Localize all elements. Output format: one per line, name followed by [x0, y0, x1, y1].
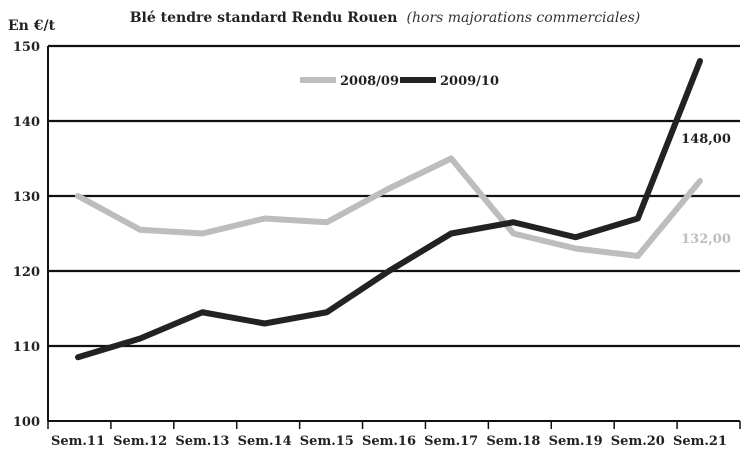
- series-lines: [75, 58, 703, 361]
- gridlines: [47, 44, 741, 429]
- series-line-2008-09: [75, 155, 703, 259]
- x-tick-label: Sem.17: [424, 434, 478, 449]
- x-tick-label: Sem.21: [673, 434, 727, 449]
- legend-label: 2008/09: [340, 74, 399, 89]
- end-value-labels: 132,00 148,00: [681, 132, 731, 247]
- chart-title: Blé tendre standard Rendu Rouen (hors ma…: [130, 7, 641, 26]
- end-value-label: 132,00: [681, 232, 731, 247]
- chart-subtitle: (hors majorations commerciales): [407, 10, 641, 26]
- x-tick-label: Sem.14: [238, 434, 292, 449]
- end-value-label: 148,00: [681, 132, 731, 147]
- x-tick-label: Sem.12: [113, 434, 167, 449]
- y-tick-label: 130: [13, 190, 40, 205]
- series-line-2009-10: [75, 58, 703, 361]
- y-tick-label: 110: [13, 340, 40, 355]
- x-tick-label: Sem.19: [549, 434, 603, 449]
- x-tick-label: Sem.18: [486, 434, 540, 449]
- y-tick-label: 120: [13, 265, 40, 280]
- x-tick-label: Sem.15: [300, 434, 354, 449]
- legend-label: 2009/10: [440, 74, 499, 89]
- y-tick-labels: 100 110 120 130 140 150: [13, 40, 40, 430]
- chart-title-main: Blé tendre standard Rendu Rouen: [130, 10, 398, 26]
- x-tick-label: Sem.13: [175, 434, 229, 449]
- y-tick-label: 150: [13, 40, 40, 55]
- x-tick-label: Sem.20: [611, 434, 665, 449]
- y-tick-label: 100: [13, 415, 40, 430]
- legend: 2008/09 2009/10: [300, 74, 499, 89]
- x-tick-label: Sem.16: [362, 434, 416, 449]
- y-tick-label: 140: [13, 115, 40, 130]
- x-tick-labels: Sem.11 Sem.12 Sem.13 Sem.14 Sem.15 Sem.16 Sem.…: [51, 434, 727, 449]
- y-axis-label: En €/t: [8, 18, 56, 34]
- x-tick-label: Sem.11: [51, 434, 105, 449]
